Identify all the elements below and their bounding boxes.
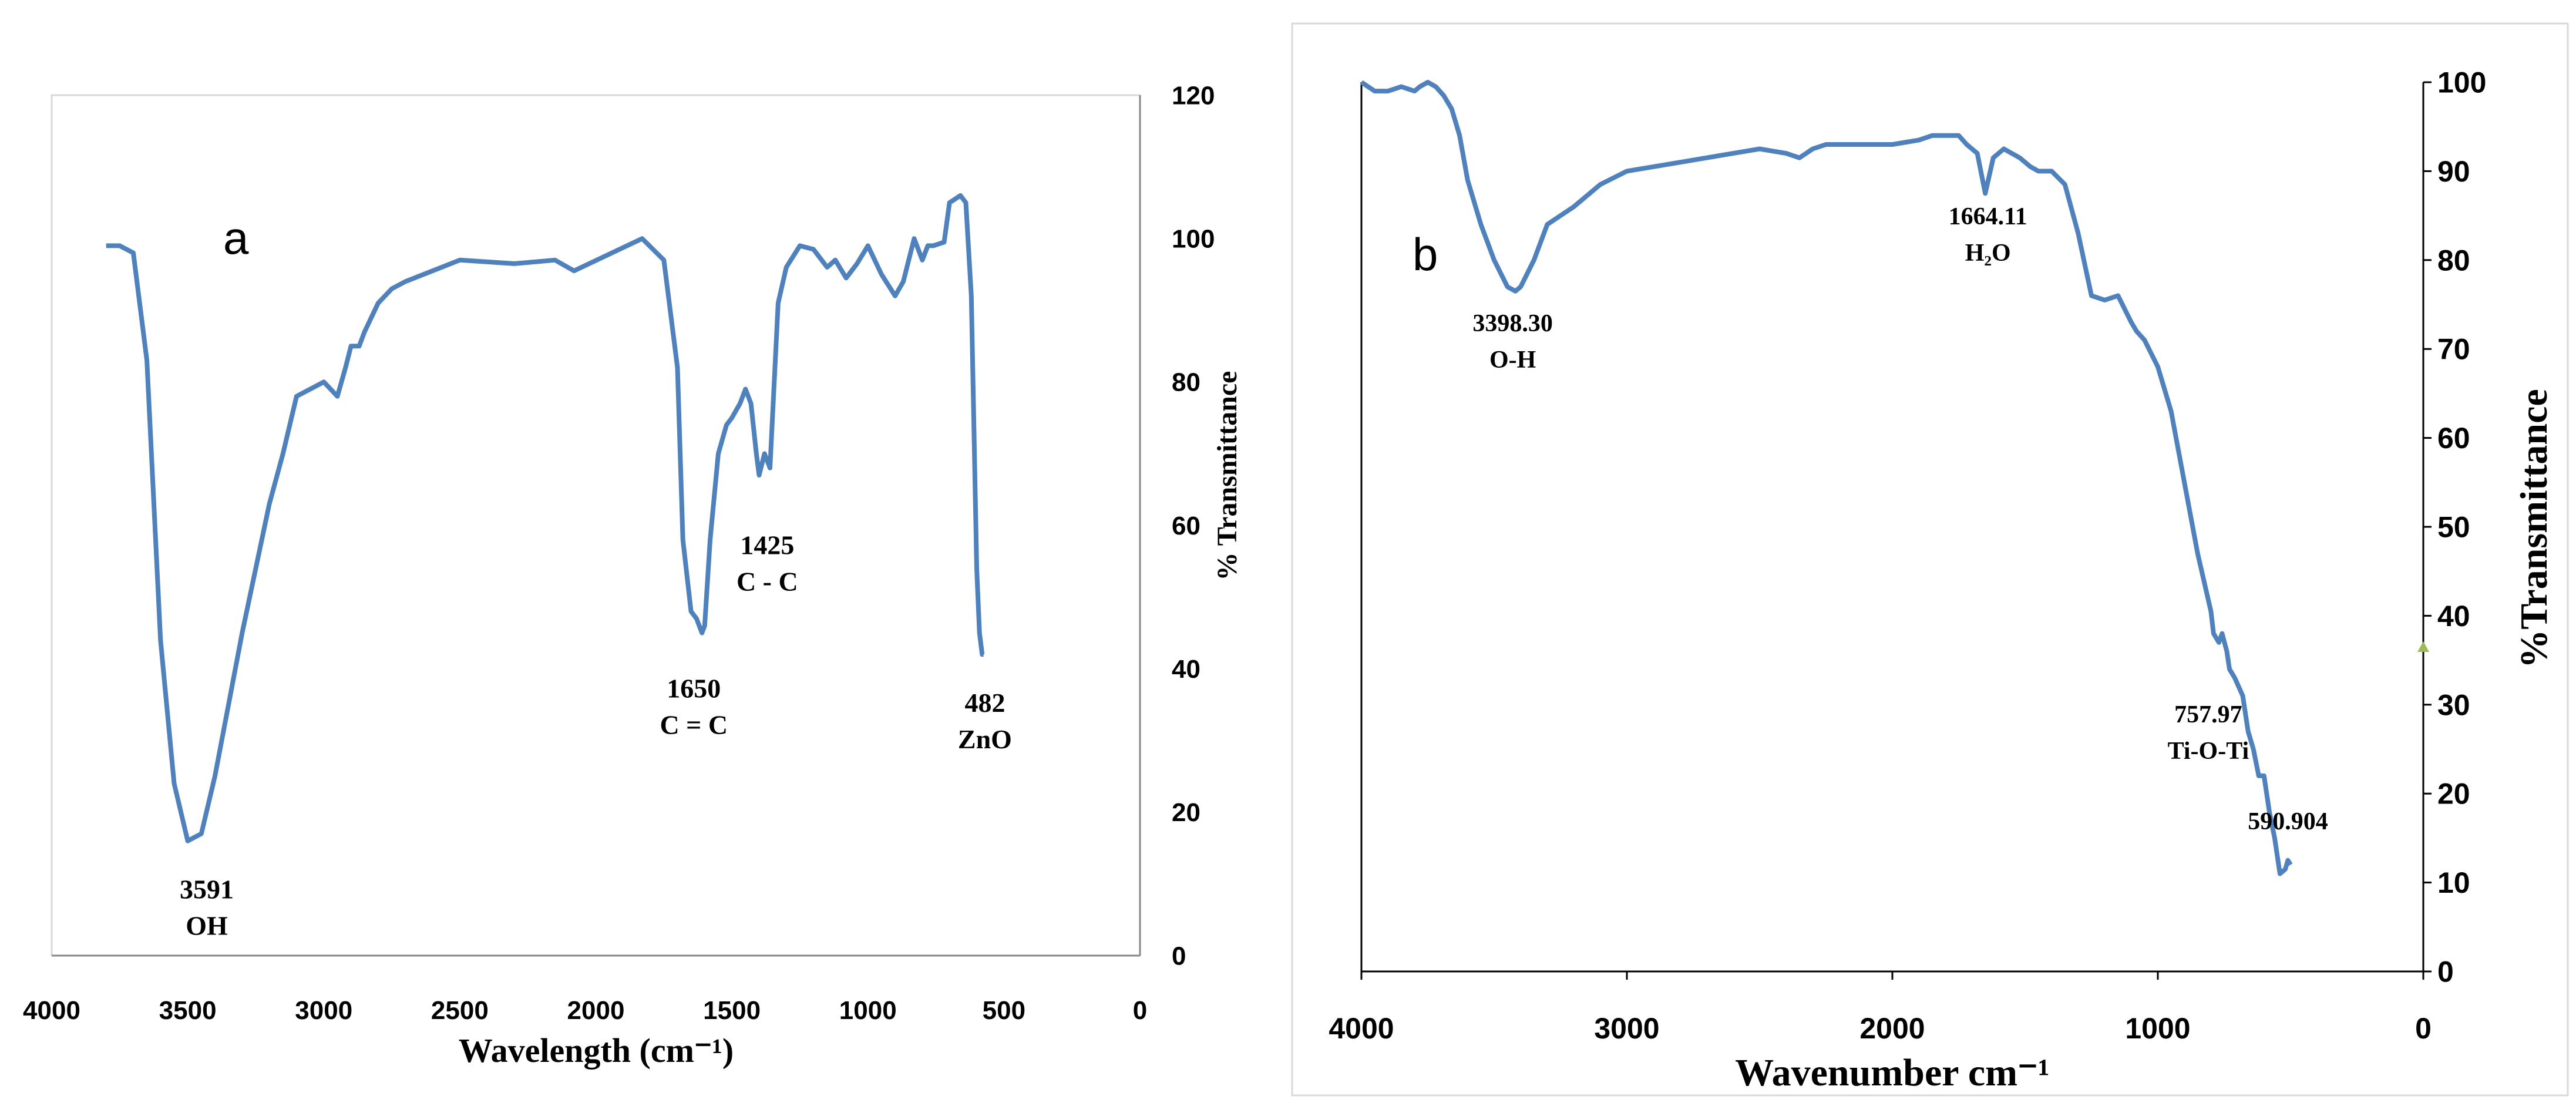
panel-b-peak-annotation: H₂O — [1965, 240, 2011, 267]
panel-b-x-tick-label: 0 — [2415, 1012, 2432, 1045]
panel-a-x-tick-label: 0 — [1133, 996, 1147, 1025]
panel-a-series-line — [106, 193, 985, 843]
panel-a-peak-annotation: 1425 — [740, 530, 794, 560]
panel-a-label: a — [223, 212, 249, 264]
panel-a-plot-area — [51, 94, 1141, 957]
panel-a-x-tick-label: 2500 — [431, 996, 489, 1025]
panel-b-x-ticks: 4000 3000 2000 1000 0 — [1329, 971, 2432, 1045]
panel-b-label: b — [1413, 228, 1438, 280]
panel-b-y-tick-label: 40 — [2437, 600, 2470, 633]
panel-a-y-ticks: 0 20 40 60 80 100 120 — [1172, 81, 1215, 970]
panel-a-x-tick-label: 1500 — [703, 996, 761, 1025]
panel-a-peak-annotation: 1650 — [667, 674, 721, 704]
panel-b: 0 10 20 30 40 50 60 70 80 90 100 4000 3000 2000 1000 0… — [1291, 22, 2569, 1097]
panel-a: 0 20 40 60 80 100 120 4000 3500 3000 2500 2000 1500… — [23, 81, 1243, 1070]
panel-b-peak-annotation: 590.904 — [2248, 808, 2328, 835]
panel-b-y-tick-label: 50 — [2437, 511, 2470, 544]
panel-b-x-tick-label: 3000 — [1594, 1012, 1659, 1045]
panel-a-x-tick-label: 2000 — [567, 996, 625, 1025]
panel-b-y-tick-label: 20 — [2437, 778, 2470, 811]
panel-a-y-tick-label: 100 — [1172, 225, 1215, 254]
panel-a-y-tick-label: 20 — [1172, 798, 1200, 827]
panel-b-annotations: 3398.30 O-H 1664.11 H₂O 757.97 Ti-O-Ti 590.904 — [1472, 203, 2328, 835]
panel-a-y-tick-label: 40 — [1172, 655, 1200, 684]
panel-b-y-tick-label: 30 — [2437, 688, 2470, 721]
panel-b-y-tick-label: 0 — [2437, 956, 2454, 988]
panel-a-y-tick-label: 0 — [1172, 941, 1186, 970]
panel-a-x-tick-label: 3500 — [159, 996, 217, 1025]
panel-b-y-tick-label: 70 — [2437, 333, 2470, 366]
panel-b-peak-annotation: 1664.11 — [1949, 203, 2027, 230]
panel-a-x-ticks: 4000 3500 3000 2500 2000 1500 1000 500 0 — [23, 996, 1147, 1025]
panel-b-y-tick-label: 10 — [2437, 866, 2470, 899]
panel-a-peak-annotation: 482 — [964, 688, 1005, 718]
panel-a-annotations: 3591 OH 1650 C = C 1425 C - C 482 ZnO — [180, 530, 1012, 940]
panel-b-y-axis-label: %Transmittance — [2513, 389, 2555, 668]
panel-a-x-tick-label: 4000 — [23, 996, 80, 1025]
panel-b-series-line — [1360, 80, 2293, 876]
panel-a-peak-annotation: C = C — [660, 710, 728, 740]
panel-a-y-tick-label: 120 — [1172, 81, 1215, 110]
panel-b-y-tick-label: 80 — [2437, 244, 2470, 277]
panel-a-y-tick-label: 60 — [1172, 512, 1200, 540]
panel-a-x-axis-label: Wavelength (cm⁻¹) — [459, 1031, 734, 1070]
panel-b-y-ticks: 0 10 20 30 40 50 60 70 80 90 100 — [2423, 66, 2486, 988]
panel-b-y-tick-label: 100 — [2437, 66, 2486, 99]
panel-a-y-tick-label: 80 — [1172, 368, 1200, 397]
panel-b-peak-annotation: 757.97 — [2174, 701, 2242, 728]
panel-b-x-tick-label: 1000 — [2125, 1012, 2190, 1045]
panel-b-peak-annotation: 3398.30 — [1472, 310, 1553, 337]
panel-b-x-tick-label: 4000 — [1329, 1012, 1394, 1045]
panel-b-marker-triangle — [2417, 641, 2429, 652]
panel-a-peak-annotation: C - C — [737, 566, 798, 596]
panel-b-x-tick-label: 2000 — [1859, 1012, 1925, 1045]
panel-a-peak-annotation: 3591 — [180, 874, 234, 904]
panel-b-peak-annotation: Ti-O-Ti — [2168, 738, 2249, 765]
panel-b-y-tick-label: 60 — [2437, 422, 2470, 455]
panel-a-x-tick-label: 500 — [983, 996, 1025, 1025]
panel-a-x-tick-label: 3000 — [295, 996, 352, 1025]
panel-a-y-axis-label: % Transmittance — [1212, 371, 1243, 581]
panel-b-x-axis-label: Wavenumber cm⁻¹ — [1735, 1051, 2050, 1094]
panel-a-peak-annotation: OH — [186, 910, 228, 940]
panel-a-x-tick-label: 1000 — [839, 996, 897, 1025]
panel-b-y-tick-label: 90 — [2437, 155, 2470, 188]
panel-a-peak-annotation: ZnO — [958, 724, 1012, 754]
panel-b-frame — [1291, 22, 2569, 1097]
panel-b-peak-annotation: O-H — [1489, 347, 1536, 374]
